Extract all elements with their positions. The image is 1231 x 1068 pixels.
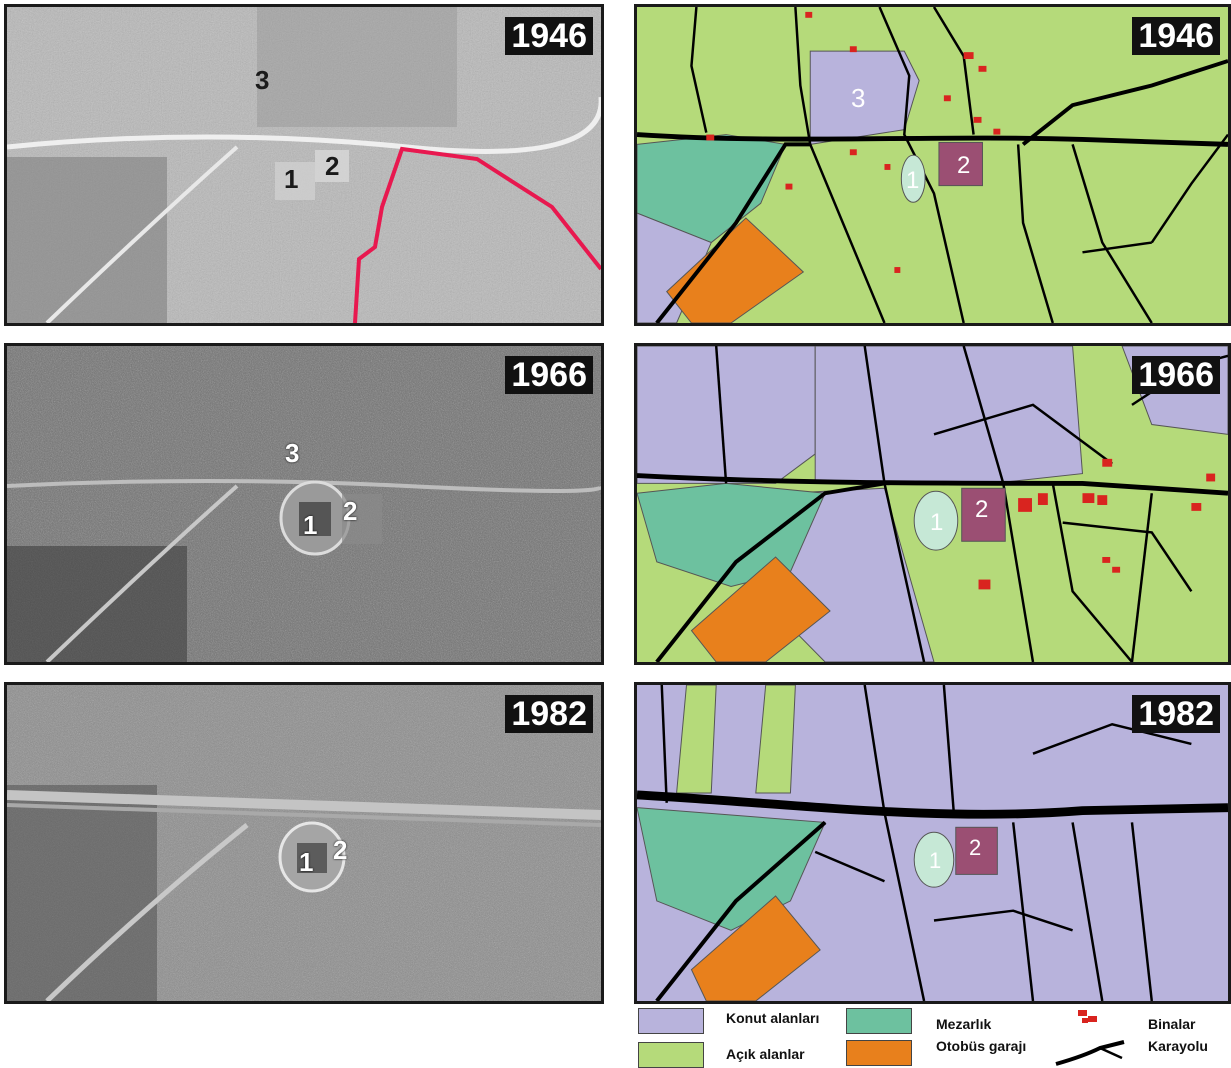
- year-label: 1946: [505, 17, 593, 55]
- year-label: 1982: [1132, 695, 1220, 733]
- landuse-map-1966-drawing: [637, 346, 1228, 662]
- map-marker-1: 1: [906, 167, 920, 194]
- aerial-photo-1966-image: [7, 346, 601, 662]
- aerial-photo-1966: 1966 1 2 3: [4, 343, 604, 665]
- aerial-photo-1982-image: [7, 685, 601, 1001]
- map-marker-3: 3: [851, 83, 866, 113]
- marker-1: 1: [284, 164, 299, 194]
- marker-3: 3: [255, 65, 270, 95]
- marker-2: 2: [325, 151, 340, 181]
- map-marker-1: 1: [930, 509, 944, 536]
- map-legend: Konut alanları Açık alanlar Mezarlık Oto…: [636, 1004, 1231, 1068]
- legend-label-mezarlik: Mezarlık: [936, 1016, 992, 1032]
- year-label: 1982: [505, 695, 593, 733]
- landuse-map-1946: 1946 1 2 3: [634, 4, 1231, 326]
- legend-label-otobus: Otobüs garajı: [936, 1038, 1027, 1054]
- legend-buildings-icon: [1078, 1010, 1097, 1023]
- legend-label-konut: Konut alanları: [726, 1010, 820, 1026]
- landuse-map-1982: 1982 1 2: [634, 682, 1231, 1004]
- aerial-photo-1946: 1946 1 2 3: [4, 4, 604, 326]
- legend-label-binalar: Binalar: [1148, 1016, 1196, 1032]
- marker-2: 2: [333, 835, 348, 865]
- legend-swatch-mezarlik: [846, 1008, 912, 1034]
- legend-swatch-konut: [638, 1008, 704, 1034]
- marker-1: 1: [299, 847, 314, 877]
- legend-label-acik: Açık alanlar: [726, 1046, 805, 1062]
- landuse-map-1966: 1966 1 2: [634, 343, 1231, 665]
- marker-1: 1: [303, 510, 318, 540]
- map-marker-2: 2: [969, 835, 982, 860]
- map-marker-1: 1: [929, 848, 942, 873]
- aerial-photo-1982: 1982 1 2: [4, 682, 604, 1004]
- year-label: 1946: [1132, 17, 1220, 55]
- landuse-map-1946-drawing: [637, 7, 1228, 323]
- map-marker-2: 2: [957, 152, 971, 179]
- legend-swatch-otobus: [846, 1040, 912, 1066]
- legend-label-karayolu: Karayolu: [1148, 1038, 1208, 1054]
- marker-3: 3: [285, 438, 300, 468]
- year-label: 1966: [1132, 356, 1220, 394]
- year-label: 1966: [505, 356, 593, 394]
- landuse-map-1982-drawing: [637, 685, 1228, 1001]
- map-marker-2: 2: [975, 496, 989, 523]
- legend-road-icon: [1055, 1040, 1125, 1066]
- marker-2: 2: [343, 496, 358, 526]
- aerial-photo-1946-image: [7, 7, 601, 323]
- legend-swatch-acik: [638, 1042, 704, 1068]
